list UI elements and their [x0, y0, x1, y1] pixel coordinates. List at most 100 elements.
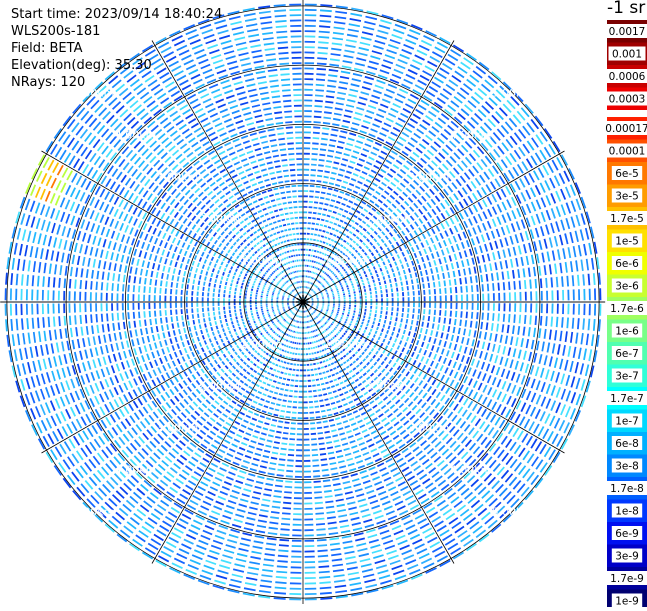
ray-gate-cell — [345, 271, 348, 274]
ray-gate-cell — [313, 470, 320, 472]
ray-gate-cell — [422, 120, 430, 126]
ray-gate-cell — [378, 173, 384, 178]
ray-gate-cell — [342, 386, 346, 389]
ray-gate-cell — [540, 278, 543, 288]
ray-gate-cell — [380, 104, 389, 109]
ray-gate-cell — [305, 337, 307, 339]
ray-gate-cell — [440, 464, 448, 471]
ray-gate-cell — [325, 165, 331, 168]
ray-gate-cell — [477, 303, 479, 310]
ray-gate-cell — [418, 494, 427, 500]
ray-gate-cell — [305, 588, 317, 590]
ray-gate-cell — [392, 74, 402, 79]
ray-gate-cell — [309, 358, 312, 360]
ray-gate-cell — [457, 530, 467, 538]
ray-gate-cell — [353, 313, 355, 316]
ray-gate-cell — [320, 344, 322, 346]
ray-gate-cell — [317, 304, 319, 305]
ray-gate-cell — [440, 303, 442, 309]
ray-gate-cell — [316, 223, 319, 225]
ray-gate-cell — [295, 326, 297, 328]
ray-gate-cell — [368, 332, 371, 336]
ray-gate-cell — [309, 412, 314, 414]
ray-gate-cell — [573, 347, 577, 358]
ray-gate-cell — [106, 446, 113, 455]
ray-gate-cell — [80, 375, 85, 384]
ray-gate-cell — [492, 219, 497, 227]
ray-gate-cell — [126, 446, 133, 454]
ray-gate-cell — [77, 339, 80, 348]
ray-gate-cell — [392, 343, 395, 347]
ray-gate-cell — [276, 403, 281, 406]
ray-gate-cell — [318, 555, 328, 558]
ray-gate-cell — [316, 262, 318, 264]
ray-gate-cell — [332, 280, 334, 282]
ray-gate-cell — [368, 316, 370, 319]
ray-gate-cell — [482, 313, 484, 320]
ray-gate-cell — [40, 389, 45, 400]
ray-gate-cell — [371, 263, 374, 267]
ray-gate-cell — [443, 408, 449, 415]
ray-gate-cell — [591, 334, 594, 346]
ray-gate-cell — [494, 241, 498, 249]
ray-gate-cell — [368, 352, 372, 356]
ray-gate-cell — [304, 126, 311, 128]
ray-gate-cell — [304, 417, 309, 419]
ray-gate-cell — [372, 417, 378, 421]
ray-gate-cell — [460, 176, 466, 184]
ray-gate-cell — [385, 228, 389, 233]
ray-gate-cell — [336, 201, 341, 204]
ray-gate-cell — [171, 532, 181, 539]
ray-gate-cell — [320, 224, 324, 227]
ray-gate-cell — [416, 148, 423, 154]
ray-gate-cell — [504, 293, 506, 301]
ray-gate-cell — [375, 396, 380, 400]
ray-gate-cell — [450, 295, 452, 301]
ray-gate-cell — [324, 176, 329, 179]
ray-gate-cell — [290, 572, 301, 574]
ray-gate-cell — [305, 327, 306, 329]
ray-gate-cell — [512, 325, 515, 334]
ray-gate-cell — [230, 529, 240, 534]
ray-gate-cell — [435, 196, 441, 203]
ray-gate-cell — [410, 118, 418, 124]
ray-gate-cell — [421, 242, 425, 248]
ray-gate-cell — [427, 61, 437, 68]
ray-gate-cell — [471, 96, 480, 104]
ray-gate-cell — [322, 307, 324, 308]
ray-gate-cell — [326, 310, 328, 312]
ray-gate-cell — [381, 472, 389, 477]
ray-gate-cell — [432, 379, 437, 385]
ray-gate-cell — [383, 540, 393, 545]
ray-gate-cell — [169, 354, 173, 360]
ray-gate-cell — [297, 359, 300, 361]
ray-gate-cell — [359, 328, 362, 331]
ray-gate-cell — [101, 314, 103, 322]
ray-gate-cell — [136, 357, 140, 364]
ray-gate-cell — [425, 240, 429, 246]
ray-gate-cell — [149, 311, 151, 317]
ray-gate-cell — [466, 412, 472, 420]
ray-gate-cell — [386, 49, 397, 54]
ray-gate-cell — [401, 335, 404, 340]
ray-gate-cell — [305, 286, 306, 288]
ray-gate-cell — [205, 496, 214, 501]
ray-gate-cell — [140, 484, 149, 492]
ray-gate-cell — [218, 345, 221, 349]
ray-gate-cell — [268, 313, 270, 315]
ray-gate-cell — [275, 333, 277, 336]
ray-gate-cell — [512, 167, 519, 176]
ray-gate-cell — [54, 330, 57, 340]
ray-gate-cell — [311, 271, 313, 273]
ray-gate-cell — [466, 79, 476, 87]
ray-gate-cell — [406, 371, 410, 376]
ray-gate-cell — [388, 326, 391, 330]
ray-gate-cell — [26, 378, 31, 390]
ray-gate-cell — [309, 265, 311, 267]
ray-gate-cell — [346, 104, 354, 108]
ray-gate-cell — [305, 52, 315, 54]
ray-gate-cell — [297, 428, 302, 430]
ray-gate-cell — [524, 280, 527, 289]
ray-gate-cell — [295, 380, 298, 382]
ray-gate-cell — [343, 198, 348, 201]
